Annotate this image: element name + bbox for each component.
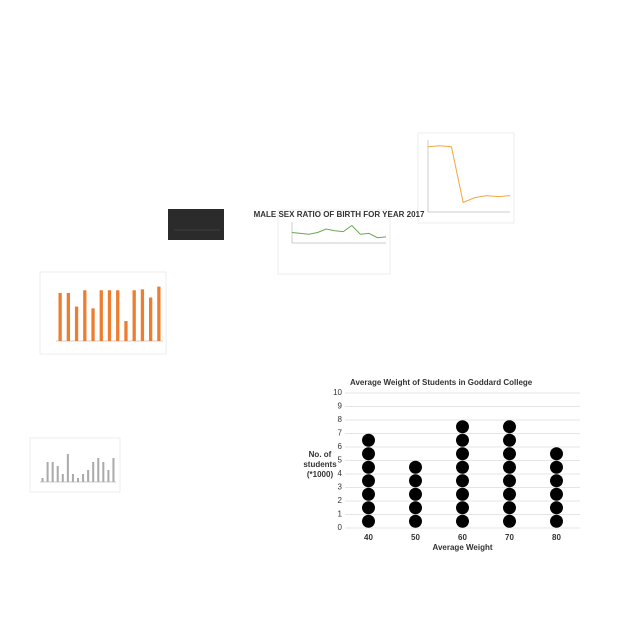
- y-tick-label: 1: [338, 510, 343, 519]
- dot: [550, 460, 563, 474]
- y-tick-label: 10: [333, 388, 342, 397]
- bar: [132, 290, 136, 341]
- dot: [456, 460, 469, 474]
- bar: [66, 454, 69, 482]
- bar: [124, 321, 128, 341]
- bar: [76, 478, 80, 482]
- x-tick-label: 50: [411, 533, 420, 542]
- dot: [456, 514, 469, 528]
- dot: [503, 487, 516, 501]
- dot: [456, 474, 469, 488]
- dot: [503, 501, 516, 515]
- dot: [362, 447, 375, 461]
- dot: [456, 487, 469, 501]
- thumb-frame: [277, 209, 391, 275]
- dot: [362, 460, 375, 474]
- bar: [91, 308, 95, 341]
- line: [427, 145, 511, 204]
- dot: [409, 514, 422, 528]
- x-tick-label: 70: [505, 533, 514, 542]
- dot: [456, 420, 469, 434]
- dot: [550, 487, 563, 501]
- bar: [61, 474, 64, 482]
- bar: [157, 286, 161, 341]
- bar: [149, 297, 153, 341]
- y-axis-label: students: [303, 460, 337, 469]
- bar: [71, 474, 74, 482]
- dot: [503, 514, 516, 528]
- dot: [503, 420, 516, 434]
- y-axis-label: (*1000): [307, 470, 334, 479]
- x-tick-label: 40: [364, 533, 373, 542]
- bar: [41, 478, 44, 482]
- bar: [58, 292, 62, 341]
- dot: [550, 447, 563, 461]
- bar: [140, 289, 145, 341]
- bar: [51, 462, 54, 482]
- dot-column: [456, 420, 469, 528]
- dot: [503, 433, 516, 447]
- dot-column: [550, 447, 563, 528]
- dark-thumbnail: [168, 209, 224, 240]
- chart-title: Average Weight of Students in Goddard Co…: [350, 378, 533, 387]
- dot: [456, 447, 469, 461]
- bar: [107, 290, 112, 341]
- y-tick-label: 4: [338, 469, 343, 478]
- dot: [550, 474, 563, 488]
- dot: [362, 487, 375, 501]
- bar: [92, 462, 95, 482]
- bar: [107, 470, 110, 482]
- dot: [456, 433, 469, 447]
- dot: [550, 501, 563, 515]
- y-tick-label: 8: [338, 415, 343, 424]
- thumb-frame: [417, 132, 515, 224]
- dot: [362, 474, 375, 488]
- dot: [362, 501, 375, 515]
- dot: [362, 514, 375, 528]
- bar: [82, 474, 85, 482]
- bar: [56, 466, 59, 482]
- bar: [46, 462, 49, 482]
- dot: [503, 474, 516, 488]
- bar: [83, 290, 87, 341]
- dot-column: [409, 460, 422, 528]
- y-tick-label: 2: [338, 496, 343, 505]
- y-axis-label: No. of: [309, 450, 332, 459]
- dot: [409, 501, 422, 515]
- dot: [503, 460, 516, 474]
- chart-title: MALE SEX RATIO OF BIRTH FOR YEAR 2017: [254, 210, 425, 219]
- line: [291, 224, 387, 239]
- bar: [97, 458, 100, 482]
- y-tick-label: 5: [338, 456, 343, 465]
- dot: [409, 487, 422, 501]
- bar: [102, 462, 105, 482]
- dot: [409, 474, 422, 488]
- x-axis-label: Average Weight: [432, 543, 492, 552]
- bar: [74, 306, 79, 341]
- y-tick-label: 3: [338, 483, 343, 492]
- dot-column: [362, 433, 375, 528]
- y-tick-label: 9: [338, 402, 343, 411]
- dot-column: [503, 420, 516, 528]
- bar: [87, 470, 90, 482]
- x-tick-label: 80: [552, 533, 561, 542]
- bar: [99, 290, 103, 341]
- bar: [66, 292, 70, 341]
- dot: [409, 460, 422, 474]
- y-tick-label: 6: [338, 442, 343, 451]
- y-tick-label: 7: [338, 429, 343, 438]
- bar: [116, 290, 120, 341]
- x-tick-label: 60: [458, 533, 467, 542]
- thumb-frame: [29, 437, 121, 493]
- dot: [362, 433, 375, 447]
- y-tick-label: 0: [338, 523, 343, 532]
- dot: [503, 447, 516, 461]
- bar: [112, 458, 115, 482]
- dot: [550, 514, 563, 528]
- dot: [456, 501, 469, 515]
